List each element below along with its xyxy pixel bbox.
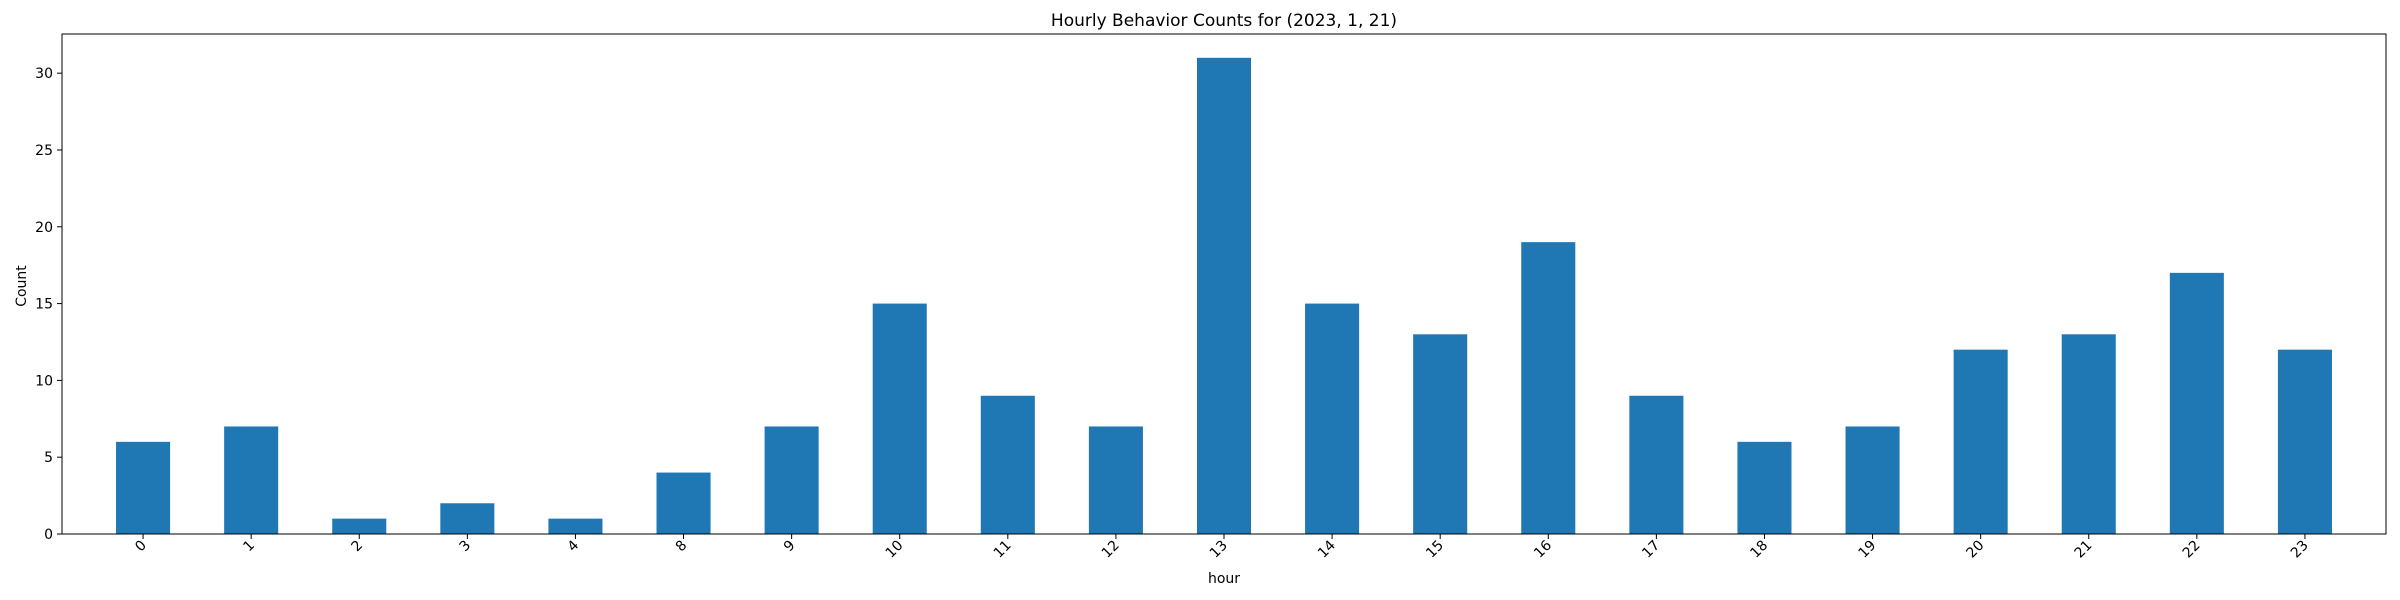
bar-hour-1 [224, 426, 279, 534]
y-axis-ticks: 0 5 10 15 20 25 30 [35, 66, 62, 543]
x-tick-label: 11 [991, 538, 1015, 562]
x-tick-label: 13 [1207, 538, 1231, 562]
bar-hour-19 [1845, 426, 1900, 534]
y-tick-label: 10 [35, 373, 53, 389]
bar-hour-10 [872, 303, 927, 534]
y-tick-label: 30 [35, 66, 53, 82]
y-tick-label: 25 [35, 143, 53, 159]
x-tick-label: 15 [1423, 538, 1447, 562]
x-tick-label: 3 [457, 538, 475, 556]
bar-hour-4 [548, 518, 603, 534]
x-axis-ticks: 0 1 2 3 4 8 9 10 11 12 13 14 15 16 17 18 19 20 21 22 23 [132, 534, 2312, 562]
y-axis-label: Count [14, 265, 30, 307]
bar-hour-22 [2169, 272, 2224, 534]
bar-hour-21 [2061, 334, 2116, 534]
bar-hour-18 [1737, 441, 1792, 534]
x-tick-label: 1 [240, 538, 258, 556]
x-tick-label: 8 [673, 538, 691, 556]
bar-hour-3 [440, 503, 495, 534]
bar-hour-8 [656, 472, 711, 534]
x-tick-label: 10 [883, 538, 907, 562]
x-tick-label: 16 [1531, 537, 1555, 561]
bar-hour-11 [980, 395, 1035, 534]
bar-hour-13 [1196, 57, 1252, 535]
bar-hour-12 [1088, 426, 1143, 534]
x-tick-label: 12 [1099, 538, 1123, 562]
x-tick-label: 19 [1855, 538, 1879, 562]
y-tick-label: 0 [44, 527, 53, 543]
bar-hour-2 [332, 518, 387, 534]
bar-hour-15 [1413, 334, 1468, 534]
chart-title: Hourly Behavior Counts for (2023, 1, 21) [1051, 11, 1397, 31]
x-tick-label: 0 [132, 538, 150, 556]
x-tick-label: 4 [565, 537, 583, 555]
bar-hour-14 [1305, 303, 1360, 534]
y-tick-label: 20 [35, 220, 53, 236]
x-tick-label: 20 [1964, 538, 1988, 562]
bar-hour-17 [1629, 395, 1684, 534]
x-tick-label: 9 [781, 538, 799, 556]
y-tick-label: 15 [35, 297, 53, 313]
bar-hour-20 [1953, 349, 2008, 534]
x-tick-label: 21 [2072, 538, 2096, 562]
x-tick-label: 23 [2288, 538, 2312, 562]
bar-hour-0 [116, 441, 171, 534]
y-tick-label: 5 [44, 450, 53, 466]
bar-hour-9 [764, 426, 819, 534]
bar-hour-23 [2277, 349, 2332, 534]
bar-hour-16 [1521, 242, 1576, 534]
x-axis-label: hour [1208, 571, 1240, 587]
bars-group [116, 57, 2332, 535]
x-tick-label: 14 [1315, 537, 1339, 561]
plot-frame [61, 33, 2387, 535]
x-tick-label: 18 [1747, 538, 1771, 562]
x-tick-label: 22 [2180, 538, 2204, 562]
x-tick-label: 2 [348, 538, 366, 556]
x-tick-label: 17 [1639, 538, 1663, 562]
